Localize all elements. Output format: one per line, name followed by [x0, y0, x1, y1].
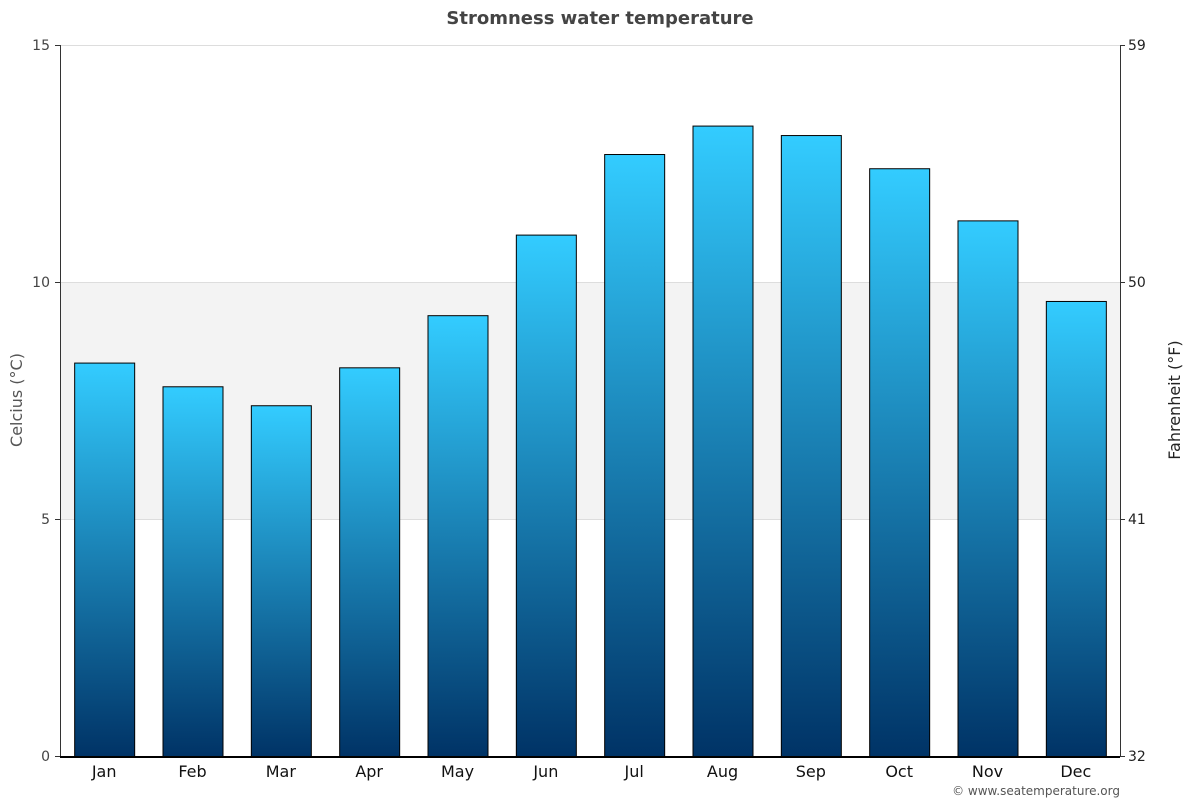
x-tick-label: Dec [1060, 762, 1091, 781]
bar-jul [604, 154, 666, 757]
x-tick-label: May [441, 762, 474, 781]
x-tick-label: Jan [91, 762, 117, 781]
x-tick-label: Mar [266, 762, 297, 781]
x-tick-label: Jun [532, 762, 558, 781]
x-tick-label: Feb [178, 762, 206, 781]
x-tick-label: Oct [885, 762, 913, 781]
bar-oct [869, 168, 931, 758]
chart-title: Stromness water temperature [446, 8, 753, 29]
bar-apr [339, 367, 401, 757]
y-tick-label: 15 [32, 38, 50, 54]
x-tick-label: Sep [796, 762, 826, 781]
y2-tick-label: 41 [1128, 512, 1146, 528]
y2-tick-label: 59 [1128, 38, 1146, 54]
x-tick-label: Apr [355, 762, 383, 781]
bar-jan [74, 362, 136, 757]
y2-axis-label: Fahrenheit (°F) [1165, 340, 1184, 459]
y2-tick-label: 50 [1128, 275, 1146, 291]
y-tick-label: 10 [32, 275, 50, 291]
bar-sep [780, 135, 842, 757]
bar-mar [250, 405, 312, 757]
y-tick-label: 0 [41, 749, 50, 765]
y-tick-label: 5 [41, 512, 50, 528]
source-credit: © www.seatemperature.org [952, 784, 1120, 798]
y2-tick-label: 32 [1128, 749, 1146, 765]
x-tick-label: Nov [972, 762, 1003, 781]
shaded-band [60, 282, 1120, 519]
x-tick-label: Jul [624, 762, 644, 781]
bar-feb [162, 386, 224, 757]
y-axis-label: Celcius (°C) [7, 353, 26, 447]
bar-jun [515, 234, 577, 758]
bar-nov [957, 220, 1019, 757]
x-tick-label: Aug [707, 762, 738, 781]
bar-may [427, 315, 489, 757]
bar-aug [692, 125, 754, 757]
bar-dec [1045, 300, 1107, 757]
